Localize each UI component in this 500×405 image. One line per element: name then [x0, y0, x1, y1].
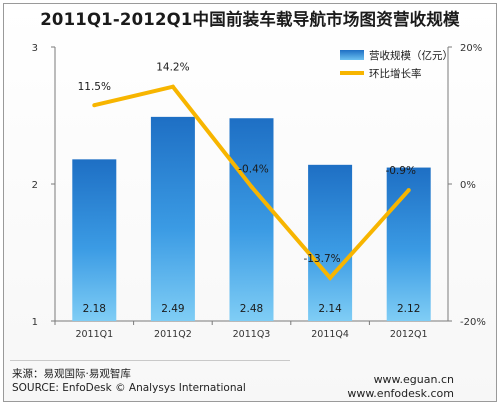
- growth-rate-point: [92, 103, 97, 108]
- bar-revenue: [229, 118, 274, 322]
- footer-divider: [10, 360, 290, 361]
- growth-rate-point: [406, 188, 411, 193]
- x-tick-label: 2011Q3: [233, 329, 271, 340]
- chart-title: 2011Q1-2012Q1中国前装车载导航市场图资营收规模: [40, 10, 460, 29]
- y-left-tick-label: 3: [32, 43, 38, 54]
- legend-label-line: 环比增长率: [369, 67, 422, 80]
- x-tick-label: 2011Q4: [311, 329, 349, 340]
- line-value-label: -13.7%: [304, 253, 341, 265]
- bar-value-label: 2.12: [397, 303, 420, 315]
- y-left-tick-label: 2: [32, 180, 38, 191]
- bar-revenue: [72, 159, 117, 321]
- bar-value-label: 2.18: [83, 303, 106, 315]
- source-en: SOURCE: EnfoDesk © Analysys Internationa…: [12, 382, 246, 394]
- bar-value-label: 2.14: [318, 303, 342, 315]
- bar-revenue: [150, 116, 195, 322]
- legend-label-bar: 营收规模（亿元）: [369, 49, 453, 62]
- y-right-tick-label: 0%: [460, 180, 476, 191]
- y-right-tick-label: 20%: [460, 43, 482, 54]
- y-right-tick-label: -20%: [460, 317, 486, 328]
- x-tick-label: 2011Q1: [75, 329, 113, 340]
- line-value-label: 11.5%: [78, 81, 111, 93]
- growth-rate-point: [170, 84, 175, 89]
- y-left-tick-label: 1: [32, 317, 38, 328]
- bar-value-label: 2.49: [161, 303, 184, 315]
- growth-rate-point: [249, 184, 254, 189]
- url-eguan: www.eguan.cn: [373, 373, 454, 386]
- line-value-label: -0.9%: [385, 165, 415, 177]
- line-value-label: 14.2%: [156, 62, 189, 74]
- x-tick-label: 2012Q1: [390, 329, 428, 340]
- url-enfodesk: www.enfodesk.com: [347, 387, 454, 400]
- bar-value-label: 2.48: [240, 303, 263, 315]
- x-tick-label: 2011Q2: [154, 329, 192, 340]
- line-value-label: -0.4%: [238, 164, 268, 176]
- bar-revenue: [308, 164, 353, 321]
- source-cn: 来源：易观国际·易观智库: [12, 368, 131, 380]
- legend-swatch-bar: [340, 50, 364, 60]
- growth-rate-point: [328, 275, 333, 280]
